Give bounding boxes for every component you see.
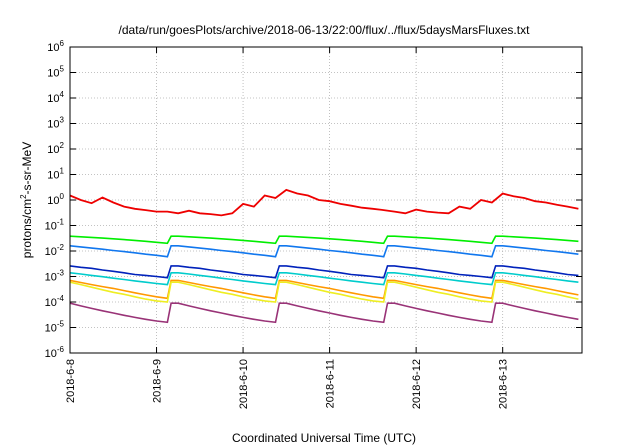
y-tick-label: 104 [47,90,64,105]
x-tick-label: 2018-6-8 [65,359,77,403]
y-tick-label: 103 [47,116,64,131]
y-tick-label: 106 [47,39,64,54]
series-line-5 [70,281,579,303]
y-tick-label: 100 [47,192,64,207]
y-axis: 10-6 10-5 10-4 10-3 10-2 10-1 100 101 102 103 104 1… [45,39,582,360]
series-line-2 [70,245,579,258]
x-tick-label: 2018-6-11 [325,359,337,408]
x-tick-label: 2018-6-12 [411,359,423,409]
series-line-0 [70,188,579,217]
y-tick-label: 10-2 [45,243,65,258]
x-axis: 2018-6-8 2018-6-9 2018-6-10 2018-6-11 2018-6… [65,47,510,409]
y-tick-label: 102 [47,141,64,156]
x-tick-label: 2018-6-13 [498,359,510,409]
x-axis-label: Coordinated Universal Time (UTC) [232,431,416,445]
y-tick-label: 105 [47,65,64,80]
series-line-3 [70,265,579,279]
y-tick-label: 10-5 [45,320,65,335]
y-tick-label: 10-6 [45,345,65,360]
series-line-4 [70,271,579,286]
chart-title: /data/run/goesPlots/archive/2018-06-13/2… [119,23,531,37]
y-axis-label: protons/cm2-s-sr-MeV [19,142,34,258]
series-line-1 [70,235,579,245]
y-tick-label: 10-1 [45,218,65,233]
y-tick-label: 10-3 [45,269,65,284]
grid-lines [70,47,582,353]
x-tick-label: 2018-6-10 [238,359,250,409]
series-line-6 [70,279,579,300]
series-layer [70,188,579,324]
y-tick-label: 10-4 [45,294,65,309]
x-tick-label: 2018-6-9 [152,359,164,403]
series-line-7 [70,302,579,324]
y-tick-label: 101 [47,167,64,182]
